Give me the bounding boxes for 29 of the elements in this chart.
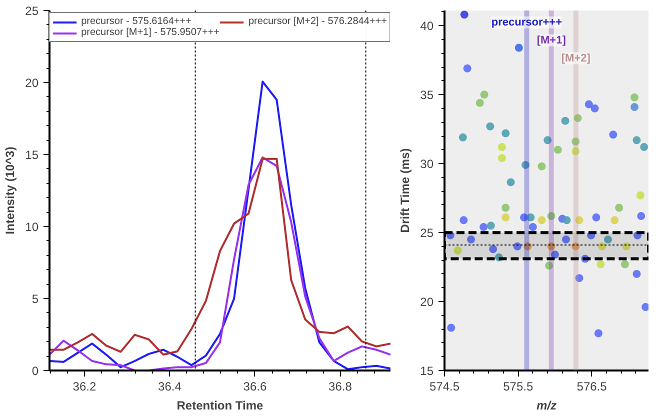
- x-tick-label: 574.5: [429, 380, 460, 394]
- ref-line-label: [M+2]: [561, 52, 591, 64]
- y-tick-label: 15: [420, 364, 434, 378]
- legend-label: precursor - 575.6164+++: [81, 16, 192, 27]
- y-tick-label: 20: [420, 295, 434, 310]
- y-tick-label: 40: [420, 19, 434, 34]
- x-axis-title: m/z: [536, 398, 557, 412]
- x-tick-label: 576.5: [576, 380, 608, 394]
- y-axis-title: Intensity (10^3): [3, 146, 18, 234]
- ref-line-label: [M+1]: [536, 34, 566, 46]
- x-tick-label: 36.4: [158, 380, 182, 394]
- x-tick-label: 36.6: [243, 380, 267, 394]
- y-tick-label: 35: [420, 88, 434, 102]
- y-axis-title: Drift Time (ms): [398, 148, 412, 233]
- ref-line-label: precursor+++: [491, 16, 562, 28]
- y-tick-label: 25: [420, 226, 434, 240]
- y-tick-label: 15: [25, 148, 39, 162]
- x-tick-label: 575.5: [503, 380, 534, 394]
- y-tick-label: 5: [32, 292, 39, 306]
- legend-label: precursor [M+2] - 576.2844+++: [248, 16, 387, 27]
- legend-label: precursor [M+1] - 575.9507+++: [81, 27, 220, 38]
- x-tick-label: 36.2: [72, 380, 96, 394]
- x-axis-title: Retention Time: [176, 398, 264, 412]
- y-tick-label: 25: [25, 4, 39, 18]
- y-tick-label: 10: [25, 220, 39, 234]
- y-tick-label: 30: [420, 157, 434, 172]
- y-tick-label: 0: [32, 364, 39, 378]
- x-tick-label: 36.8: [328, 380, 352, 394]
- y-tick-label: 20: [25, 76, 39, 90]
